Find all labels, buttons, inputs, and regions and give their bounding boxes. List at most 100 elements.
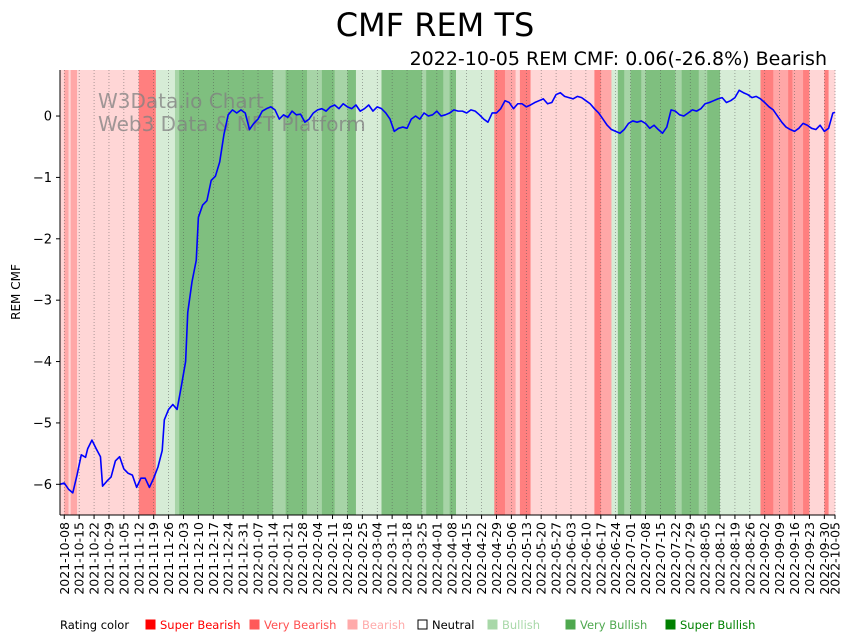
x-tick-label: 2022-02-04 (310, 522, 325, 595)
x-tick-label: 2022-07-22 (668, 522, 683, 595)
legend-label: Rating color (60, 618, 129, 632)
rating-band-bullish (174, 70, 180, 515)
legend-item-super-bullish: Super Bullish (680, 618, 755, 632)
y-tick-label: −1 (33, 171, 52, 186)
rating-band-very-bearish (792, 70, 804, 515)
rating-bands (60, 70, 836, 515)
y-tick-label: −5 (33, 416, 52, 431)
x-tick-label: 2022-08-19 (727, 522, 742, 595)
legend-swatch-bullish (487, 619, 498, 630)
legend-swatch-very-bullish (565, 619, 576, 630)
y-tick-label: −2 (33, 232, 52, 247)
x-tick-label: 2022-08-26 (742, 522, 757, 595)
x-tick-label: 2021-10-29 (101, 522, 116, 595)
y-tick-label: −3 (33, 294, 52, 309)
rating-band-neutral-bullish (611, 70, 619, 515)
rating-band-bearish (809, 70, 825, 515)
x-tick-label: 2021-12-10 (191, 522, 206, 595)
legend-item-very-bullish: Very Bullish (580, 618, 647, 632)
rating-band-bullish (334, 70, 348, 515)
legend-swatch-super-bearish (145, 619, 156, 630)
rating-band-bullish (641, 70, 646, 515)
x-tick-label: 2022-07-15 (653, 522, 668, 595)
x-tick-label: 2021-10-15 (72, 522, 87, 595)
x-tick-label: 2022-05-06 (504, 522, 519, 595)
rating-band-very-bullish (321, 70, 335, 515)
x-tick-label: 2022-07-08 (638, 522, 653, 595)
rating-band-very-bullish (285, 70, 308, 515)
x-tick-label: 2021-11-05 (116, 522, 131, 595)
x-tick-label: 2022-04-29 (489, 522, 504, 595)
x-tick-label: 2022-08-12 (713, 522, 728, 595)
rating-band-very-bullish (179, 70, 274, 515)
x-tick-label: 2022-09-23 (802, 522, 817, 595)
rating-band-bullish (272, 70, 286, 515)
x-tick-label: 2022-10-05 (828, 522, 843, 595)
x-tick-label: 2022-03-18 (400, 522, 415, 595)
rating-band-neutral-bullish (155, 70, 176, 515)
x-tick-label: 2022-01-07 (251, 522, 266, 595)
rating-band-very-bullish (630, 70, 642, 515)
rating-band-very-bullish (617, 70, 625, 515)
x-tick-label: 2021-12-31 (236, 522, 251, 595)
watermark-line-1: W3Data.io Chart (98, 89, 264, 113)
x-tick-label: 2022-04-15 (459, 522, 474, 595)
x-tick-label: 2021-11-26 (161, 522, 176, 595)
x-tick-label: 2022-04-01 (429, 522, 444, 595)
chart-title: CMF REM TS (336, 6, 535, 44)
x-tick-label: 2022-09-02 (757, 522, 772, 595)
axes (59, 70, 835, 516)
y-axis-label: REM CMF (9, 264, 23, 320)
rating-band-very-bearish (600, 70, 612, 515)
rating-band-bearish (77, 70, 140, 515)
x-tick-label: 2021-10-08 (57, 522, 72, 595)
rating-band-very-bullish (347, 70, 357, 515)
x-tick-label: 2022-06-24 (608, 522, 623, 595)
rating-band-super-bearish (138, 70, 157, 515)
rating-band-neutral-bullish (355, 70, 382, 515)
x-tick-label: 2022-09-30 (817, 522, 832, 595)
watermark-line-2: Web3 Data & NFT Platform (98, 112, 366, 136)
x-tick-label: 2022-06-17 (593, 522, 608, 595)
x-tick-label: 2021-11-19 (146, 522, 161, 595)
legend-swatch-very-bearish (249, 619, 260, 630)
rating-legend: Rating color Super Bearish Very Bearish Bea… (60, 618, 755, 632)
x-tick-label: 2021-12-03 (176, 522, 191, 595)
x-tick-label: 2022-02-25 (355, 522, 370, 595)
rating-band-bullish (624, 70, 631, 515)
y-tick-label: 0 (44, 110, 52, 125)
rating-band-bearish (515, 70, 521, 515)
x-tick-label: 2022-01-14 (265, 522, 280, 595)
rating-band-very-bearish (773, 70, 789, 515)
rating-band-very-bullish (449, 70, 457, 515)
rating-band-very-bearish (504, 70, 516, 515)
rating-band-bullish (675, 70, 683, 515)
rating-band-super-bearish (760, 70, 774, 515)
rating-band-very-bullish (381, 70, 423, 515)
y-tick-label: −4 (33, 355, 52, 370)
rating-band-very-bearish (70, 70, 78, 515)
watermark: W3Data.io Chart Web3 Data & NFT Platform (98, 89, 366, 136)
rating-band-super-bearish (519, 70, 531, 515)
x-tick-label: 2022-09-16 (787, 522, 802, 595)
legend-item-very-bearish: Very Bearish (264, 618, 336, 632)
x-tick-label: 2022-05-20 (534, 522, 549, 595)
rating-band-very-bullish (707, 70, 721, 515)
rating-band-super-bearish (594, 70, 602, 515)
x-tick-label: 2022-09-09 (772, 522, 787, 595)
x-axis-ticks: 2021-10-08 2021-10-15 2021-10-22 2021-10-29… (57, 515, 843, 595)
cmf-series (59, 89, 836, 494)
rating-band-neutral-bullish (720, 70, 761, 515)
x-tick-label: 2022-01-21 (280, 522, 295, 595)
rating-band-bearish (68, 70, 71, 515)
x-tick-label: 2022-03-25 (414, 522, 429, 595)
rating-band-bullish (421, 70, 427, 515)
legend-swatch-bearish (347, 619, 358, 630)
rating-band-bullish (443, 70, 450, 515)
x-tick-label: 2022-02-11 (325, 522, 340, 595)
x-tick-label: 2022-07-01 (623, 522, 638, 595)
x-tick-label: 2022-05-13 (519, 522, 534, 595)
x-tick-label: 2022-04-08 (444, 522, 459, 595)
y-tick-label: −6 (33, 478, 52, 493)
